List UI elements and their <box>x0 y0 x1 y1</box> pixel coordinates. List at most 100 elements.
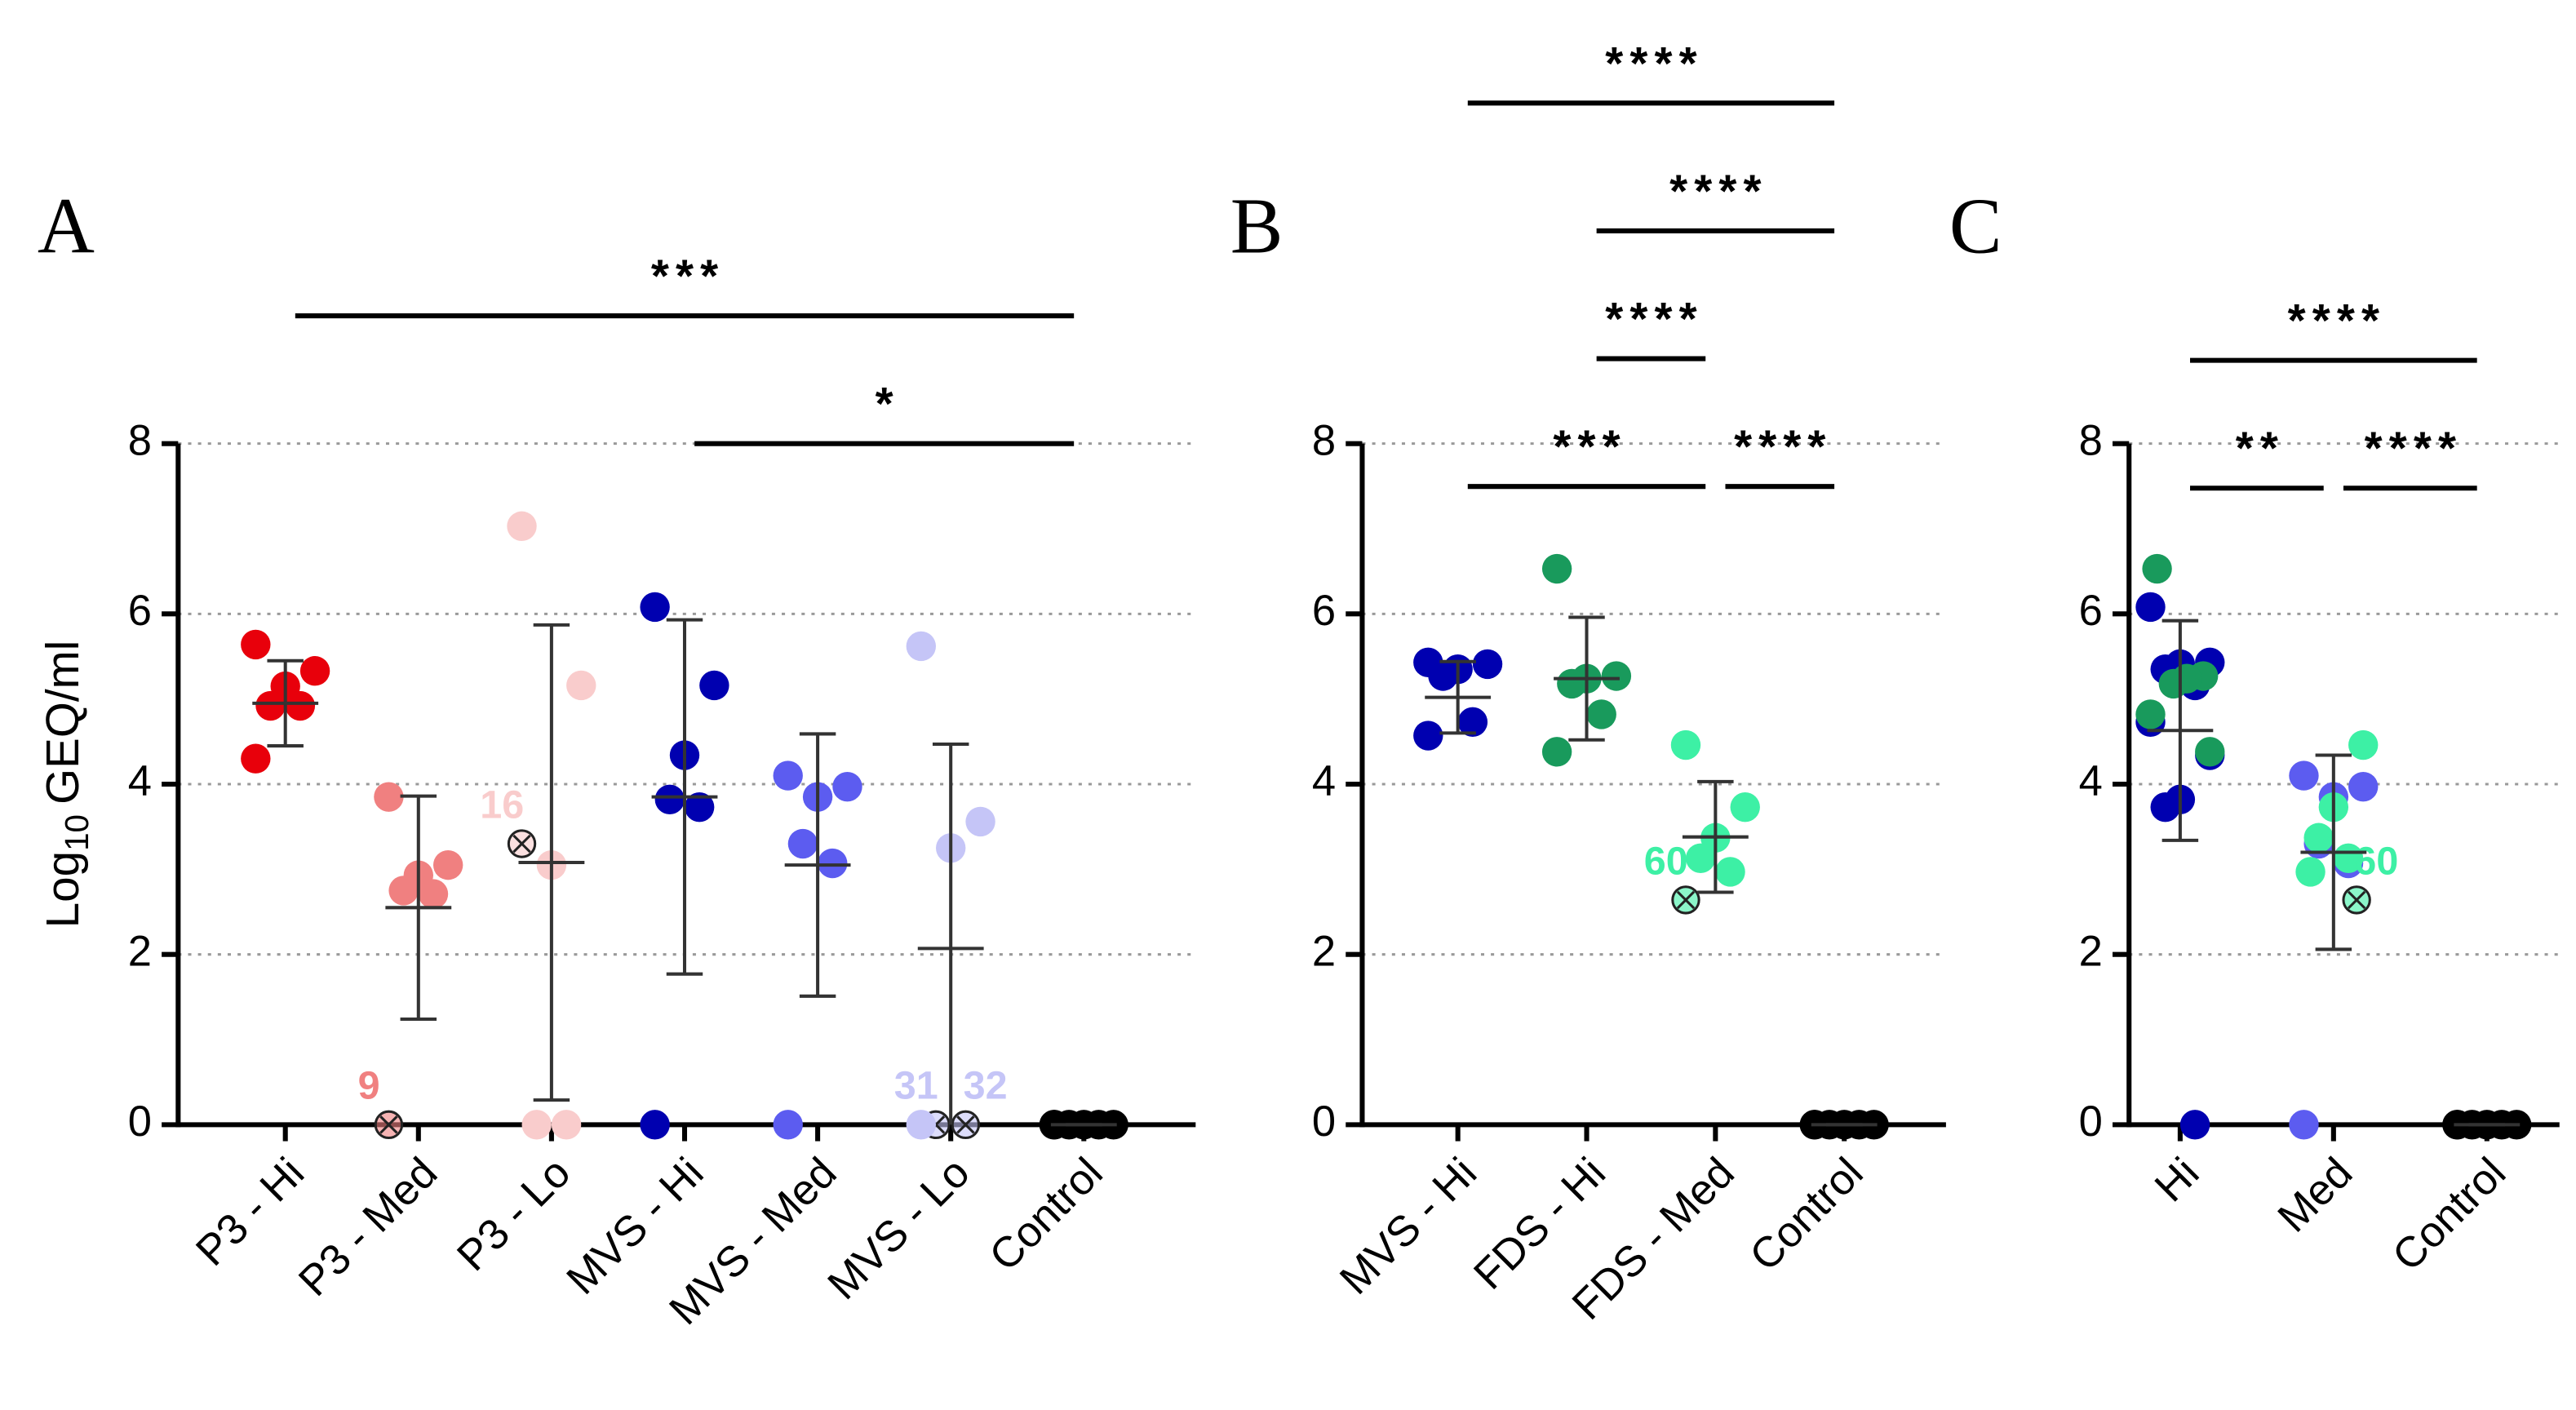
significance-label: **** <box>1669 165 1767 216</box>
significance-label: * <box>876 378 900 429</box>
y-tick-label: 8 <box>128 417 152 465</box>
panel-label: C <box>1949 182 2002 269</box>
y-axis-label: Log10 GEQ/ml <box>37 641 95 929</box>
panel-label: A <box>38 182 95 269</box>
point <box>2289 760 2319 791</box>
y-label-rest: GEQ/ml <box>37 641 88 805</box>
point <box>1685 843 1716 873</box>
significance-label: **** <box>2288 295 2386 346</box>
point <box>684 791 715 822</box>
point <box>2289 1110 2319 1140</box>
significance-label: **** <box>1605 293 1703 344</box>
point <box>255 690 286 721</box>
point-label: 31 <box>894 1064 938 1108</box>
point <box>965 806 995 837</box>
point <box>285 690 316 721</box>
y-tick-label: 6 <box>2079 587 2103 635</box>
significance-label: *** <box>651 251 725 302</box>
x-tick-label: Control <box>1740 1148 1872 1279</box>
point <box>640 1110 670 1140</box>
point <box>818 848 848 879</box>
point <box>551 1110 582 1140</box>
flag-cross <box>512 834 531 854</box>
point <box>787 828 818 859</box>
x-tick-label: Hi <box>2146 1148 2209 1211</box>
y-label-main: Log <box>37 851 88 928</box>
point <box>2142 553 2172 584</box>
point-label: 16 <box>480 783 524 827</box>
flag-cross <box>956 1115 975 1134</box>
point <box>1428 661 1458 691</box>
point <box>773 1110 803 1140</box>
y-tick-label: 6 <box>1312 587 1336 635</box>
point <box>2348 729 2379 760</box>
y-tick-label: 4 <box>128 757 152 805</box>
point <box>1601 661 1632 691</box>
point <box>654 784 685 814</box>
x-tick-label: P3 - Lo <box>448 1148 579 1279</box>
point-label: 60 <box>1644 839 1688 883</box>
point-label: 9 <box>358 1064 380 1108</box>
significance-label: ** <box>2236 423 2285 474</box>
y-tick-label: 0 <box>2079 1097 2103 1146</box>
point <box>432 849 463 880</box>
point <box>374 782 404 812</box>
point <box>299 656 330 686</box>
point <box>388 876 419 906</box>
x-tick-label: MVS - Lo <box>818 1148 979 1309</box>
point <box>2303 822 2334 853</box>
x-tick-label: Control <box>980 1148 1111 1279</box>
point <box>241 743 271 774</box>
y-tick-label: 4 <box>1312 757 1336 805</box>
point <box>773 760 803 791</box>
point <box>906 1110 937 1140</box>
point <box>1586 699 1616 729</box>
point <box>1670 729 1701 760</box>
y-tick-label: 2 <box>1312 928 1336 976</box>
point <box>2135 699 2166 729</box>
panel-label: B <box>1230 182 1284 269</box>
x-tick-label: MVS - Hi <box>1331 1148 1486 1303</box>
point <box>2179 1110 2210 1140</box>
point <box>2348 771 2379 802</box>
point <box>1541 737 1572 767</box>
point <box>640 592 670 623</box>
x-tick-label: P3 - Med <box>290 1148 446 1305</box>
y-tick-label: 2 <box>2079 928 2103 976</box>
point <box>1541 553 1572 584</box>
point <box>1730 791 1760 822</box>
y-tick-label: 4 <box>2079 757 2103 805</box>
y-tick-label: 0 <box>1312 1097 1336 1146</box>
point <box>521 1110 552 1140</box>
point <box>1472 649 1503 680</box>
y-tick-label: 2 <box>128 928 152 976</box>
y-tick-label: 8 <box>1312 417 1336 465</box>
y-label-sub: 10 <box>58 814 95 851</box>
point <box>2150 791 2180 822</box>
significance-label: **** <box>1734 421 1832 472</box>
point <box>1715 857 1745 887</box>
point <box>418 879 449 909</box>
significance-label: *** <box>1553 421 1626 472</box>
point <box>1413 721 1443 751</box>
point <box>1557 668 1587 699</box>
flag-cross <box>2347 890 2366 910</box>
point <box>832 771 862 802</box>
x-tick-label: Med <box>2268 1148 2361 1241</box>
y-tick-label: 6 <box>128 587 152 635</box>
flag-cross <box>379 1115 398 1134</box>
point <box>2295 857 2325 887</box>
y-tick-label: 0 <box>128 1097 152 1146</box>
point-label: 32 <box>964 1064 1008 1108</box>
point-label: 60 <box>2354 839 2398 883</box>
point <box>507 511 537 542</box>
point <box>2158 668 2188 699</box>
x-tick-label: Control <box>2383 1148 2515 1279</box>
y-tick-label: 8 <box>2079 417 2103 465</box>
x-tick-label: P3 - Hi <box>187 1148 313 1275</box>
point <box>241 629 271 660</box>
point <box>906 631 937 662</box>
significance-label: **** <box>1605 38 1703 89</box>
point <box>1457 707 1488 738</box>
